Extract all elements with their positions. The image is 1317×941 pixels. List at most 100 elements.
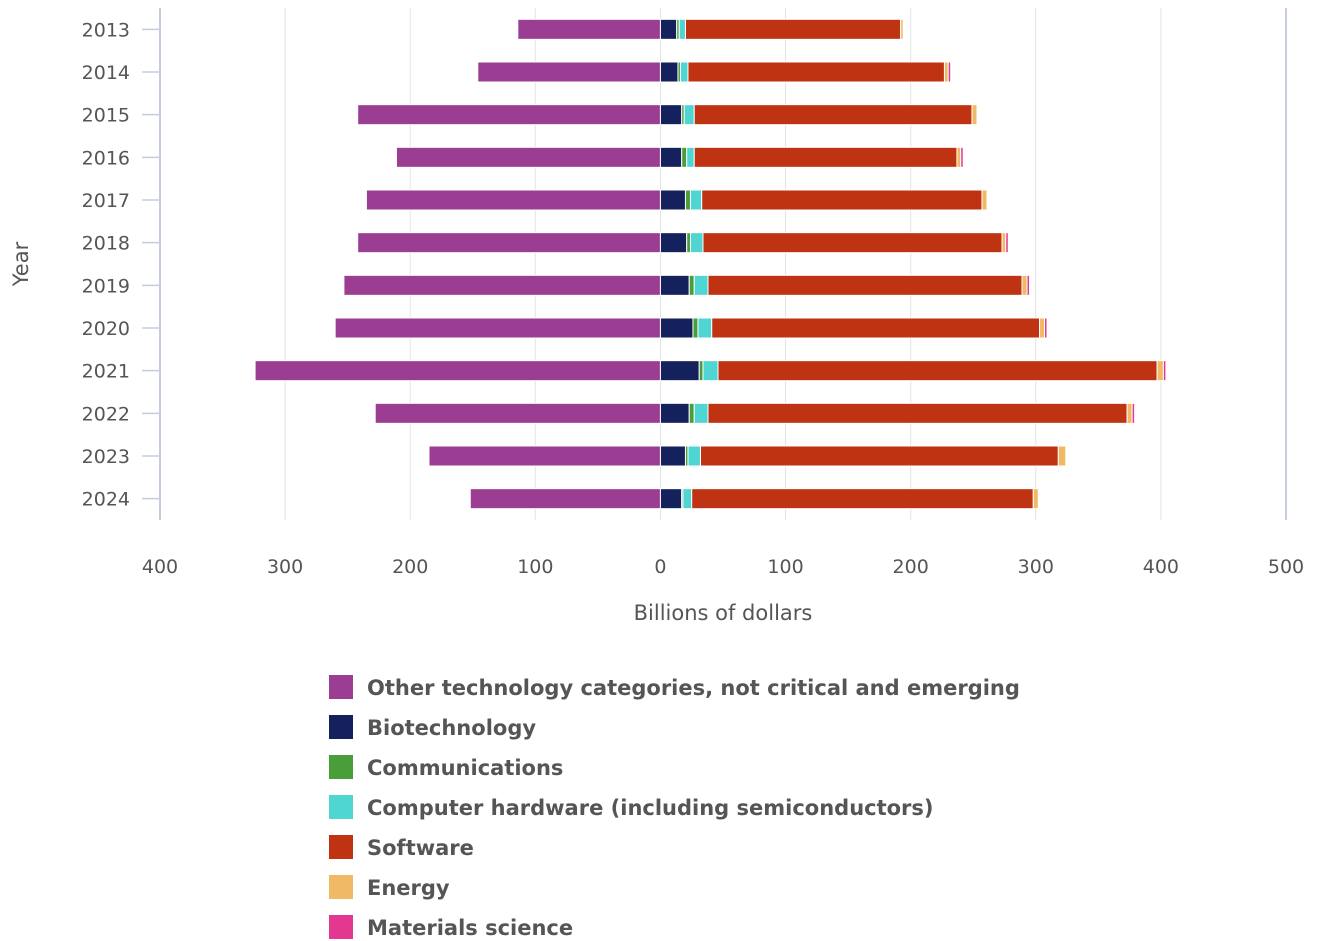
bar-segment <box>1131 402 1136 424</box>
x-tick-label: 300 <box>267 556 303 578</box>
x-tick-label: 400 <box>142 556 178 578</box>
bar-segment <box>686 146 695 168</box>
bar-segment <box>659 274 690 296</box>
legend-item: Energy <box>329 875 450 900</box>
bar-segment <box>900 18 904 40</box>
legend-swatch <box>329 715 353 739</box>
bar-segment <box>1005 232 1009 254</box>
bar-segment <box>659 232 688 254</box>
bar-segment <box>688 402 695 424</box>
bar-segment <box>691 488 1034 510</box>
legend-label: Other technology categories, not critica… <box>367 676 1020 700</box>
x-tick-label: 500 <box>1268 556 1304 578</box>
bar-segment <box>711 317 1041 339</box>
bar-segment <box>659 360 700 382</box>
legend-label: Energy <box>367 876 450 900</box>
bar-segment <box>947 61 952 83</box>
x-tick-label: 100 <box>517 556 553 578</box>
bar-segment <box>686 232 691 254</box>
bar-segment <box>343 274 661 296</box>
y-tick-label: 2021 <box>82 361 130 383</box>
legend-label: Materials science <box>367 916 573 940</box>
bar-segment <box>357 104 661 126</box>
legend-swatch <box>329 755 353 779</box>
bar-segment <box>707 402 1128 424</box>
y-tick-label: 2015 <box>82 105 130 127</box>
x-tick-label: 300 <box>1018 556 1054 578</box>
bar-segment <box>374 402 661 424</box>
bar-segment <box>693 104 973 126</box>
bar-segment <box>659 104 683 126</box>
bar-segment <box>1156 360 1164 382</box>
y-axis: 2013 2014 2015 2016 2017 2018 2019 2020 2021 2022… <box>82 8 161 520</box>
legend-label: Computer hardware (including semiconduct… <box>367 796 934 820</box>
x-tick-label: 200 <box>893 556 929 578</box>
x-tick-label: 400 <box>1143 556 1179 578</box>
legend-label: Biotechnology <box>367 716 536 740</box>
bar-segment <box>701 189 983 211</box>
bar-segment <box>428 445 661 467</box>
bar-segment <box>682 488 693 510</box>
bar-segment <box>971 104 978 126</box>
bar-segment <box>681 146 688 168</box>
bar-segment <box>469 488 661 510</box>
legend: Other technology categories, not critica… <box>329 675 1020 940</box>
bar-segment <box>395 146 661 168</box>
bar-segment <box>1057 445 1067 467</box>
bar-segment <box>659 189 686 211</box>
bar-segment <box>693 274 709 296</box>
bar-segment <box>477 61 661 83</box>
bar-segment <box>1032 488 1039 510</box>
x-tick-label: 100 <box>767 556 803 578</box>
y-tick-label: 2019 <box>82 275 130 297</box>
bar-segment <box>687 61 945 83</box>
bar-segment <box>659 18 678 40</box>
bar-segment <box>1039 317 1046 339</box>
y-tick-label: 2023 <box>82 446 130 468</box>
y-tick-label: 2016 <box>82 147 130 169</box>
x-axis-title: Billions of dollars <box>634 601 813 625</box>
bar-segment <box>943 61 949 83</box>
gridlines <box>159 8 1287 520</box>
bar-segment <box>692 317 699 339</box>
bar-segment <box>693 402 709 424</box>
legend-label: Software <box>367 836 474 860</box>
bar-segment <box>1126 402 1133 424</box>
y-tick-label: 2017 <box>82 190 130 212</box>
x-tick-label: 200 <box>392 556 428 578</box>
x-tick-label: 0 <box>654 556 666 578</box>
bar-segment <box>1001 232 1007 254</box>
bar-segment <box>956 146 962 168</box>
legend-item: Software <box>329 835 474 860</box>
legend-swatch <box>329 675 353 699</box>
bar-segment <box>254 360 661 382</box>
legend-item: Materials science <box>329 915 573 940</box>
legend-swatch <box>329 875 353 899</box>
bar-segment <box>678 18 686 40</box>
bar-segment <box>688 274 695 296</box>
bar-segment <box>659 146 683 168</box>
bar-segment <box>659 445 686 467</box>
bar-segment <box>707 274 1023 296</box>
bar-segment <box>365 189 661 211</box>
bar-segment <box>683 104 695 126</box>
y-axis-title: Year <box>9 241 33 287</box>
bar-segment <box>960 146 964 168</box>
bar-segment <box>981 189 988 211</box>
bar-segment <box>334 317 661 339</box>
bar-segment <box>693 146 958 168</box>
bar-segment <box>1162 360 1167 382</box>
bar-segment <box>684 18 902 40</box>
bar-segment <box>702 360 719 382</box>
bar-segment <box>679 61 689 83</box>
legend-swatch <box>329 795 353 819</box>
bar-segment <box>1026 274 1031 296</box>
bar-segment <box>689 189 703 211</box>
bar-segment <box>698 360 704 382</box>
bar-segment <box>684 189 691 211</box>
bars <box>254 18 1167 510</box>
legend-item: Other technology categories, not critica… <box>329 675 1020 700</box>
x-axis: 400 300 200 100 0 100 200 300 400 500 <box>142 556 1304 578</box>
legend-swatch <box>329 915 353 939</box>
bar-segment <box>659 488 683 510</box>
